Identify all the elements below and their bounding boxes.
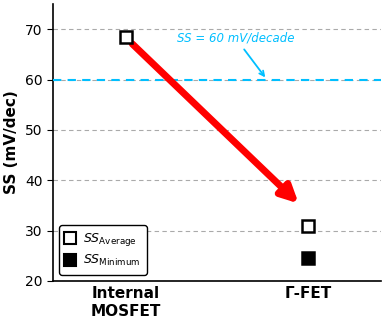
Y-axis label: SS (mV/dec): SS (mV/dec) bbox=[4, 91, 19, 194]
Text: SS = 60 mV/decade: SS = 60 mV/decade bbox=[177, 31, 294, 76]
Legend: $SS_{\mathrm{Average}}$, $SS_{\mathrm{Minimum}}$: $SS_{\mathrm{Average}}$, $SS_{\mathrm{Mi… bbox=[59, 225, 147, 275]
